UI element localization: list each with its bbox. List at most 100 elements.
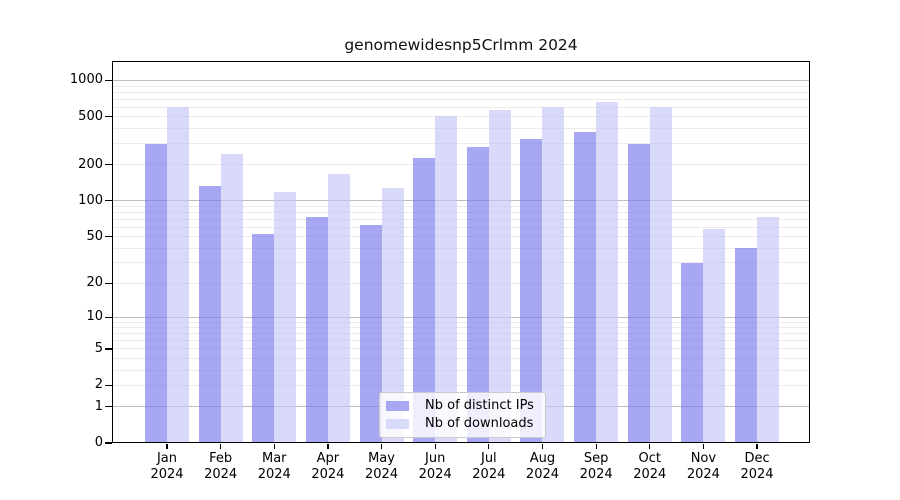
- x-tick-year: 2024: [579, 467, 613, 482]
- bar-downloads-jan: [167, 107, 189, 443]
- x-tick-year: 2024: [257, 467, 291, 482]
- x-tick-month: May: [368, 451, 395, 466]
- x-tick-label: Jul 2024: [459, 451, 519, 483]
- x-tick-month: Dec: [744, 451, 770, 466]
- gridline: [112, 205, 810, 207]
- bar-downloads-dec: [757, 216, 780, 443]
- x-tick-label: May 2024: [352, 451, 412, 483]
- bar-ips-sep: [574, 132, 597, 443]
- y-tick-label: 100: [78, 192, 103, 208]
- y-tick-mark: [105, 384, 112, 386]
- y-tick-mark: [105, 406, 112, 408]
- gridline: [112, 116, 810, 118]
- gridline: [112, 85, 810, 87]
- y-tick-mark: [105, 282, 112, 284]
- gridline: [112, 369, 810, 371]
- y-tick-mark: [105, 316, 112, 318]
- bar-ips-may: [359, 224, 382, 443]
- gridline: [112, 247, 810, 249]
- bar-ips-dec: [735, 248, 758, 443]
- legend-row-downloads: Nb of downloads: [386, 417, 537, 431]
- x-tick-label: Dec 2024: [727, 451, 787, 483]
- bar-downloads-oct: [649, 107, 672, 443]
- x-tick-month: Nov: [690, 451, 717, 466]
- x-tick-label: Apr 2024: [298, 451, 358, 483]
- gridline: [112, 340, 810, 342]
- y-tick-mark: [105, 442, 112, 444]
- gridline: [112, 236, 810, 238]
- bar-ips-jan: [145, 143, 167, 443]
- gridline: [112, 226, 810, 228]
- x-tick-mark: [649, 444, 651, 449]
- x-tick-year: 2024: [472, 467, 506, 482]
- legend-label-downloads: Nb of downloads: [425, 416, 534, 431]
- x-tick-year: 2024: [365, 467, 399, 482]
- gridline: [112, 98, 810, 100]
- gridline: [112, 348, 810, 350]
- x-tick-year: 2024: [150, 467, 184, 482]
- bar-ips-apr: [305, 217, 328, 443]
- y-tick-label: 10: [86, 309, 103, 325]
- bar-ips-jul: [466, 146, 489, 443]
- y-tick-mark: [105, 79, 112, 82]
- y-tick-label: 1000: [69, 72, 103, 88]
- y-tick-mark: [105, 164, 112, 166]
- x-tick-mark: [327, 444, 329, 449]
- y-tick-label: 200: [78, 156, 103, 172]
- gridline: [112, 384, 810, 386]
- gridline: [112, 321, 810, 323]
- legend-row-distinct-ips: Nb of distinct IPs: [386, 399, 537, 413]
- x-tick-mark: [595, 444, 597, 449]
- bar-downloads-jul: [488, 110, 511, 443]
- bar-ips-aug: [520, 139, 543, 443]
- x-tick-year: 2024: [311, 467, 345, 482]
- x-tick-year: 2024: [418, 467, 452, 482]
- x-tick-year: 2024: [204, 467, 238, 482]
- x-tick-label: Feb 2024: [191, 451, 251, 483]
- x-tick-mark: [541, 444, 544, 449]
- x-tick-mark: [702, 444, 704, 449]
- x-tick-month: Oct: [638, 451, 661, 466]
- x-tick-mark: [434, 444, 436, 449]
- gridline: [112, 143, 810, 145]
- y-tick-label: 0: [94, 435, 103, 450]
- bar-downloads-nov: [703, 229, 726, 443]
- bar-ips-feb: [198, 186, 221, 443]
- bar-ips-mar: [252, 233, 275, 443]
- y-tick-mark: [105, 116, 112, 118]
- gridline: [112, 218, 810, 220]
- plot-area: [112, 61, 810, 443]
- legend: Nb of distinct IPs Nb of downloads: [379, 392, 546, 438]
- x-tick-year: 2024: [686, 467, 720, 482]
- x-tick-label: Mar 2024: [244, 451, 304, 483]
- gridline: [112, 91, 810, 93]
- x-tick-label: Jun 2024: [405, 451, 465, 483]
- x-tick-mark: [220, 444, 222, 449]
- y-tick-mark: [105, 348, 112, 350]
- gridline: [112, 358, 810, 360]
- bar-ips-nov: [681, 262, 704, 443]
- bar-ips-jun: [413, 157, 436, 443]
- y-tick-label: 1: [94, 398, 103, 414]
- y-tick-label: 50: [86, 228, 103, 244]
- x-tick-label: Nov 2024: [673, 451, 733, 483]
- y-tick-mark: [105, 236, 112, 238]
- legend-label-distinct-ips: Nb of distinct IPs: [425, 398, 534, 413]
- x-tick-year: 2024: [740, 467, 774, 482]
- x-tick-month: Jul: [480, 451, 497, 466]
- x-tick-month: Apr: [316, 451, 340, 466]
- bar-downloads-sep: [596, 101, 619, 443]
- legend-swatch-distinct-ips: [386, 401, 409, 411]
- bar-ips-oct: [627, 143, 650, 443]
- x-tick-label: Sep 2024: [566, 451, 626, 483]
- x-tick-mark: [380, 444, 383, 449]
- bar-downloads-may: [381, 187, 404, 443]
- chart-title: genomewidesnp5Crlmm 2024: [344, 36, 578, 54]
- legend-swatch-downloads: [386, 419, 409, 429]
- x-tick-month: Aug: [529, 451, 556, 466]
- x-tick-label: Jan 2024: [137, 451, 197, 483]
- gridline: [112, 316, 810, 318]
- y-tick-label: 20: [86, 275, 103, 291]
- x-tick-label: Aug 2024: [512, 451, 572, 483]
